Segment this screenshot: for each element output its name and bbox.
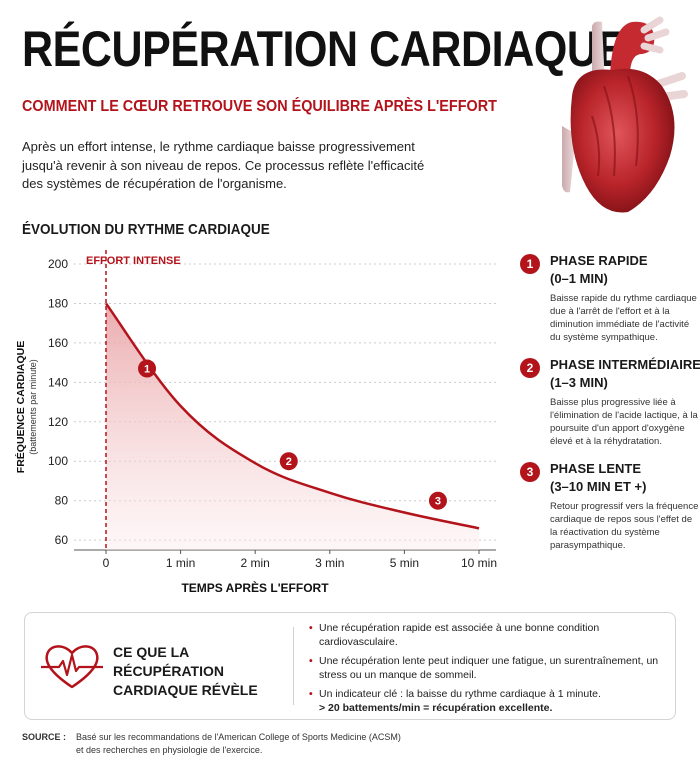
phase-number-badge: 1 — [520, 254, 540, 274]
phase-list: 1 PHASE RAPIDE (0–1 MIN) Baisse rapide d… — [516, 252, 700, 564]
phase-marker-label: 1 — [144, 364, 150, 376]
y-axis-label: FRÉQUENCE CARDIAQUE — [14, 341, 27, 473]
insight-title: CE QUE LA RÉCUPÉRATION CARDIAQUE RÉVÈLE — [113, 644, 258, 698]
phase-item: 1 PHASE RAPIDE (0–1 MIN) Baisse rapide d… — [516, 252, 697, 344]
x-axis-label: TEMPS APRÈS L'EFFORT — [181, 580, 329, 595]
list-item: Un indicateur clé : la baisse du rythme … — [309, 687, 669, 715]
phase-marker-label: 2 — [286, 456, 292, 468]
phase-number-badge: 2 — [520, 358, 540, 378]
list-item: Une récupération rapide est associée à u… — [309, 621, 669, 649]
phase-title: PHASE LENTE — [550, 461, 642, 476]
phase-marker-label: 3 — [435, 496, 441, 508]
phase-description: Retour progressif vers la fréquence card… — [550, 501, 699, 551]
phase-description: Baisse rapide du rythme cardiaque due à … — [550, 293, 697, 343]
x-tick-label: 5 min — [390, 556, 419, 570]
y-tick-label: 80 — [55, 494, 69, 508]
page-subtitle: COMMENT LE CŒUR RETROUVE SON ÉQUILIBRE A… — [22, 98, 497, 115]
list-item-text: Un indicateur clé : la baisse du rythme … — [319, 688, 601, 700]
phase-item: 3 PHASE LENTE (3–10 MIN ET +) Retour pro… — [516, 460, 698, 552]
intro-text: Après un effort intense, le rythme cardi… — [22, 139, 425, 191]
y-tick-label: 120 — [48, 415, 68, 429]
y-tick-label: 60 — [55, 533, 69, 547]
list-item-text: Une récupération lente peut indiquer une… — [319, 655, 659, 681]
x-tick-label: 2 min — [241, 556, 270, 570]
insight-list: Une récupération rapide est associée à u… — [309, 621, 669, 720]
x-tick-label: 3 min — [315, 556, 344, 570]
phase-range: (3–10 MIN ET +) — [550, 479, 647, 494]
y-tick-label: 140 — [48, 375, 68, 389]
phase-title: PHASE INTERMÉDIAIRE — [550, 357, 700, 372]
y-axis-unit: (battements par minute) — [28, 359, 38, 455]
list-item: Une récupération lente peut indiquer une… — [309, 654, 669, 682]
highlight-text: > 20 battements/min = récupération excel… — [319, 702, 553, 714]
phase-marker — [428, 491, 447, 510]
list-item-text: Une récupération rapide est associée à u… — [319, 622, 600, 648]
y-tick-label: 180 — [48, 296, 68, 310]
x-tick-label: 0 — [103, 556, 110, 570]
phase-number-badge: 3 — [520, 462, 540, 482]
effort-annotation: EFFORT INTENSE — [86, 255, 181, 267]
chart-title: ÉVOLUTION DU RYTHME CARDIAQUE — [22, 221, 270, 238]
x-tick-label: 10 min — [461, 556, 497, 570]
heart-pulse-icon — [41, 645, 103, 689]
heart-rate-chart: 60 80 100 120 140 160 180 200 0 1 min 2 min 3 min 5 … — [14, 250, 497, 595]
page-title: RÉCUPÉRATION CARDIAQUE — [22, 21, 626, 77]
phase-range: (1–3 MIN) — [550, 375, 608, 390]
phase-marker — [138, 359, 157, 378]
phase-range: (0–1 MIN) — [550, 271, 608, 286]
chart-area-fill — [106, 303, 479, 550]
anatomical-heart-illustration — [562, 16, 688, 213]
source-label: SOURCE : — [22, 732, 67, 742]
y-tick-label: 160 — [48, 336, 68, 350]
phase-description: Baisse plus progressive liée à l'élimina… — [550, 397, 698, 447]
chart-line — [104, 302, 480, 530]
phase-marker — [279, 452, 298, 471]
x-tick-label: 1 min — [166, 556, 195, 570]
phase-title: PHASE RAPIDE — [550, 253, 648, 268]
source-text: Basé sur les recommandations de l'Americ… — [76, 732, 401, 755]
y-tick-label: 100 — [48, 454, 68, 468]
y-tick-label: 200 — [48, 257, 68, 271]
recovery-insight-box: CE QUE LA RÉCUPÉRATION CARDIAQUE RÉVÈLE … — [24, 612, 676, 720]
divider — [293, 627, 294, 705]
phase-item: 2 PHASE INTERMÉDIAIRE (1–3 MIN) Baisse p… — [516, 356, 700, 448]
